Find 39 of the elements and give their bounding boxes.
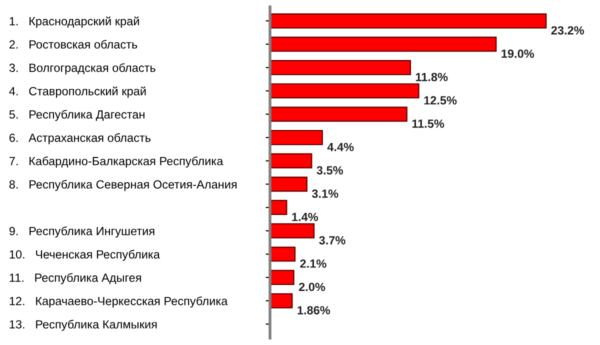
bar: [270, 153, 312, 168]
y-tick-label: 7. Кабардино-Балкарская Республика: [9, 156, 224, 168]
bar: [270, 176, 308, 192]
data-label: 1.86%: [298, 306, 330, 314]
data-label: 3.5%: [316, 166, 344, 175]
y-tick-label: 12. Карачаево-Черкесская Республика: [10, 296, 228, 308]
data-label: 11.8%: [416, 72, 448, 82]
bar: [270, 130, 323, 146]
bar: [270, 83, 420, 98]
y-tick-label: 10. Чеченская Республика: [10, 250, 160, 261]
bar: [270, 270, 294, 286]
data-label: 12.5%: [424, 96, 457, 105]
y-tick-label: 9. Республика Ингушетия: [9, 226, 154, 238]
bar: [270, 36, 497, 52]
data-label: 23.2%: [551, 26, 584, 35]
y-tick-label: 5. Республика Дагестан: [9, 110, 144, 121]
y-tick-label: 11. Республика Адыгея: [10, 273, 141, 284]
data-label: 3.1%: [312, 189, 338, 198]
y-tick-label: 13. Республика Калмыкия: [10, 320, 157, 331]
bar: [270, 223, 315, 238]
bar: [270, 293, 293, 308]
data-label: 11.5%: [412, 120, 444, 128]
data-label: 3.7%: [319, 236, 346, 244]
data-label: 2.1%: [300, 259, 326, 268]
y-tick-label: 4. Ставропольский край: [9, 86, 146, 98]
bar: [270, 13, 547, 28]
data-label: 4.4%: [327, 142, 354, 152]
data-label: 19.0%: [502, 50, 534, 58]
bar: [270, 200, 288, 216]
bar: [270, 60, 411, 76]
data-label: 1.4%: [292, 212, 318, 222]
y-tick-label: 6. Астраханская область: [9, 133, 151, 144]
y-tick-label: 2. Ростовская область: [9, 40, 138, 49]
bar: [270, 106, 408, 122]
data-label: 2.0%: [298, 282, 326, 292]
y-tick-label: 1. Краснодарский край: [10, 16, 139, 28]
y-tick-label: 3. Волгоградская область: [9, 63, 156, 74]
bar: [270, 246, 296, 262]
y-tick-label: 8. Республика Северная Осетия-Алания: [9, 180, 237, 191]
